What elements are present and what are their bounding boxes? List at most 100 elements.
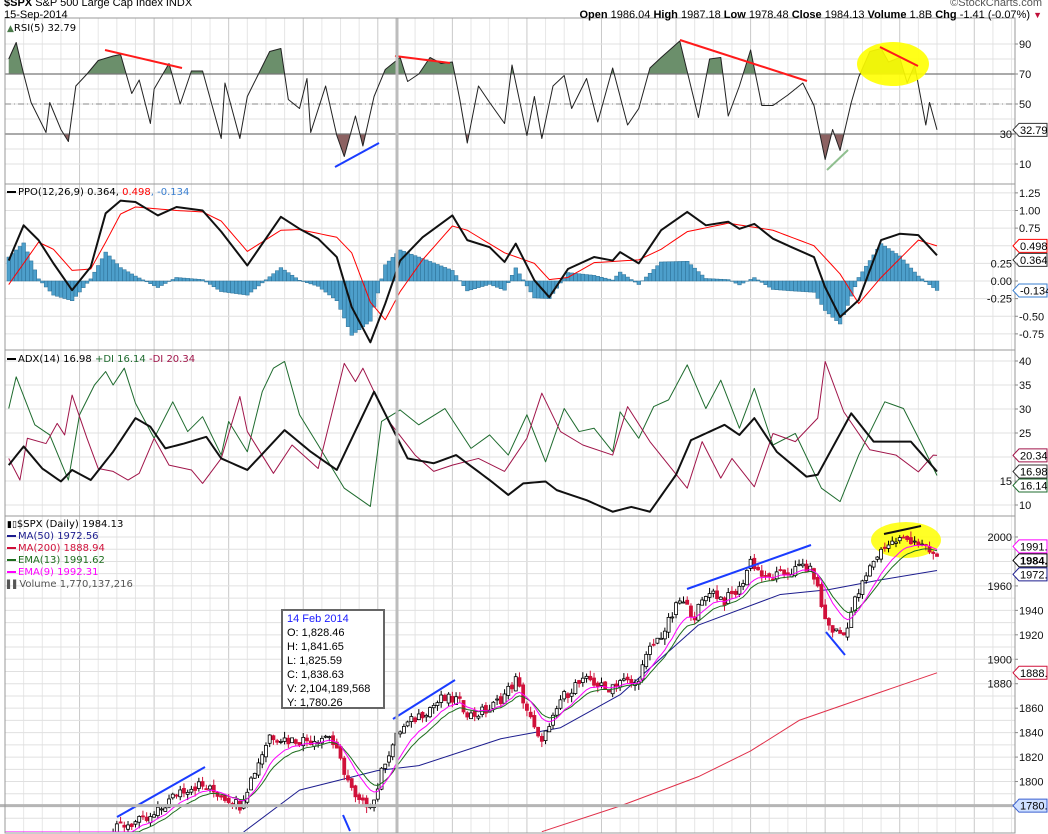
ppo-histogram-bar xyxy=(431,262,436,282)
candle xyxy=(748,558,753,569)
candle xyxy=(838,629,842,634)
ppo-histogram-bar xyxy=(331,280,336,299)
candle xyxy=(260,754,265,765)
candle xyxy=(114,823,119,832)
candle xyxy=(867,565,872,577)
ppo-histogram-bar xyxy=(711,278,716,282)
candle xyxy=(614,683,619,687)
ppo-histogram-bar xyxy=(319,280,325,290)
candle xyxy=(912,540,917,543)
ppo-histogram-bar xyxy=(364,280,369,325)
ppo-histogram-bar xyxy=(700,274,705,282)
candle xyxy=(909,537,913,545)
candle xyxy=(528,711,533,718)
minus-di-label: -DI xyxy=(148,354,164,365)
value-tag: 0.364 xyxy=(1012,252,1048,267)
ppo-histogram-bar xyxy=(230,280,235,294)
ppo-histogram-bar xyxy=(685,261,690,282)
ppo-histogram-bar xyxy=(122,269,127,282)
ppo-histogram-bar xyxy=(271,273,276,282)
ppo-histogram-bar xyxy=(178,277,183,282)
candle xyxy=(726,592,731,604)
ppo-histogram-bar xyxy=(181,277,187,282)
candle xyxy=(666,616,671,633)
candle xyxy=(457,696,462,699)
ppo-legend: PPO(12,26,9) 0.364, 0.498, -0.134 xyxy=(7,187,189,199)
plus-di-line xyxy=(8,360,938,507)
candle xyxy=(159,808,164,811)
candle xyxy=(655,637,660,644)
candle xyxy=(845,627,850,638)
ppo-histogram-bar xyxy=(267,276,272,282)
price-axis-label: 1960 xyxy=(988,581,1012,593)
ppo-histogram-bar xyxy=(893,253,899,282)
low-label: Low xyxy=(723,9,746,21)
line-swatch-icon xyxy=(7,358,16,360)
minus-di-value: 20.34 xyxy=(166,354,196,365)
ppo-histogram-bar xyxy=(293,277,298,282)
copyright: ©StockCharts.com xyxy=(950,0,1042,9)
ppo-histogram-bar xyxy=(498,280,503,289)
candle xyxy=(353,785,358,798)
candle xyxy=(271,735,276,741)
candle xyxy=(536,726,541,737)
ppo-histogram-bar xyxy=(286,272,291,282)
candle xyxy=(730,590,734,595)
candle xyxy=(338,746,343,759)
ppo-histogram-bar xyxy=(770,280,776,290)
value-tag-box xyxy=(1012,283,1048,298)
value-tag-box xyxy=(1012,252,1048,267)
ppo-histogram-bar xyxy=(47,280,52,292)
candle xyxy=(264,744,268,758)
candle xyxy=(349,778,354,788)
ppo-histogram-bar xyxy=(312,280,317,286)
candle xyxy=(286,737,291,745)
ppo-histogram-bar xyxy=(629,279,634,282)
line-swatch-icon xyxy=(7,571,16,573)
candle xyxy=(733,590,738,595)
ema13-label: EMA(13) xyxy=(18,555,61,566)
candle xyxy=(584,675,589,679)
ppo-histogram-bar xyxy=(185,278,190,282)
candle xyxy=(554,708,559,716)
open-label: Open xyxy=(579,9,608,21)
adx-axis-label: 40 xyxy=(1019,356,1031,368)
change-value: -1.41 (-0.07%) xyxy=(959,9,1030,21)
ppo-line xyxy=(7,199,938,344)
ppo-histogram-bar xyxy=(152,280,157,286)
candle xyxy=(342,757,347,775)
candle xyxy=(446,693,451,704)
candle xyxy=(800,563,805,567)
ppo-histogram-bar xyxy=(670,261,675,282)
ppo-histogram-bar xyxy=(88,278,93,282)
candle xyxy=(196,781,201,789)
candle xyxy=(379,767,384,790)
candlestick-icon: ▮▯ xyxy=(7,520,17,530)
price-title: $SPX (Daily) xyxy=(16,519,79,530)
value-tag: 1888.94 xyxy=(1012,665,1048,680)
ppo-histogram-bar xyxy=(435,264,440,282)
rsi-axis-label: 50 xyxy=(1019,99,1031,111)
ppo-histogram-bar xyxy=(610,279,615,282)
ppo-axis-label: 1.00 xyxy=(1019,206,1040,218)
ppo-signal-value: 0.498 xyxy=(122,187,151,198)
ppo-histogram-bar xyxy=(140,279,146,282)
ppo-histogram-bar xyxy=(144,280,149,283)
ppo-histogram-bar xyxy=(450,270,455,282)
ppo-histogram-bar xyxy=(193,278,198,282)
ppo-histogram-bar xyxy=(811,280,817,293)
ppo-histogram-bar xyxy=(43,280,49,288)
candle xyxy=(659,637,664,640)
candle xyxy=(170,793,175,799)
candle xyxy=(879,548,883,560)
ema13-line xyxy=(5,548,938,832)
candle xyxy=(375,788,380,800)
ppo-histogram-bar xyxy=(636,280,641,285)
candle xyxy=(830,625,835,633)
candle xyxy=(752,557,757,570)
ppo-histogram-bar xyxy=(513,267,518,282)
price-value: 1984.13 xyxy=(81,519,124,530)
candle xyxy=(327,736,332,739)
ppo-histogram-bar xyxy=(439,265,444,282)
